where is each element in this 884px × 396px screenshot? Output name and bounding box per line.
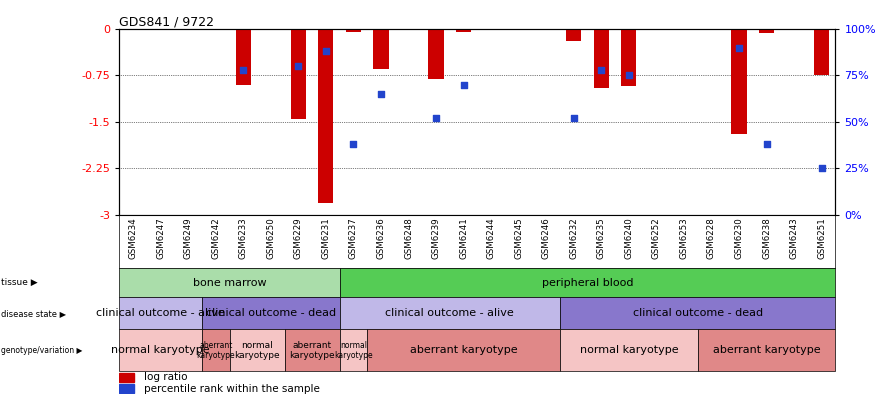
Bar [560,297,835,329]
Text: clinical outcome - alive: clinical outcome - alive [96,308,225,318]
Text: clinical outcome - alive: clinical outcome - alive [385,308,514,318]
Text: GSM6251: GSM6251 [817,218,827,259]
Bar [731,29,747,134]
Text: GSM6242: GSM6242 [211,218,220,259]
Bar [339,329,367,371]
Text: GSM6229: GSM6229 [293,218,303,259]
Text: GSM6252: GSM6252 [652,218,661,259]
Bar [759,29,774,33]
Text: genotype/variation ▶: genotype/variation ▶ [1,346,82,355]
Text: clinical outcome - dead: clinical outcome - dead [206,308,336,318]
Bar [621,29,636,86]
Text: normal karyotype: normal karyotype [580,345,678,355]
Text: GSM6232: GSM6232 [569,218,578,259]
Text: GSM6247: GSM6247 [156,218,165,259]
Point [621,72,636,78]
Text: GSM6237: GSM6237 [349,218,358,259]
Bar [339,268,835,297]
Bar [119,297,202,329]
Text: normal
karyotype: normal karyotype [234,341,280,360]
Bar [119,329,202,371]
Point [292,63,306,69]
Bar [367,329,560,371]
Text: GSM6230: GSM6230 [735,218,743,259]
Text: GSM6243: GSM6243 [789,218,798,259]
Point [814,165,828,171]
Bar [291,29,306,119]
Text: GSM6234: GSM6234 [128,218,138,259]
Text: GSM6246: GSM6246 [542,218,551,259]
Text: GSM6253: GSM6253 [680,218,689,259]
Point [594,67,608,73]
Point [759,141,774,147]
Text: normal karyotype: normal karyotype [111,345,210,355]
Bar [285,329,339,371]
Bar [339,297,560,329]
Bar [202,329,230,371]
Point [319,48,333,54]
Point [429,115,443,122]
Text: aberrant karyotype: aberrant karyotype [410,345,517,355]
Text: aberrant
karyotype: aberrant karyotype [289,341,335,360]
Text: GSM6250: GSM6250 [266,218,275,259]
Point [732,44,746,51]
Text: clinical outcome - dead: clinical outcome - dead [633,308,763,318]
Text: GSM6249: GSM6249 [184,218,193,259]
Bar [429,29,444,78]
Text: percentile rank within the sample: percentile rank within the sample [144,383,320,394]
Bar [560,329,697,371]
Bar [814,29,829,75]
Point [567,115,581,122]
Bar [566,29,582,41]
Bar [202,297,339,329]
Text: peripheral blood: peripheral blood [542,278,633,288]
Text: GSM6241: GSM6241 [459,218,469,259]
Text: bone marrow: bone marrow [193,278,266,288]
Bar [594,29,609,88]
Text: GSM6236: GSM6236 [377,218,385,259]
Text: GSM6231: GSM6231 [322,218,331,259]
Text: GSM6228: GSM6228 [707,218,716,259]
Point [374,91,388,97]
Text: GSM6245: GSM6245 [514,218,523,259]
Text: GSM6248: GSM6248 [404,218,413,259]
Text: normal
karyotype: normal karyotype [334,341,373,360]
Text: GSM6238: GSM6238 [762,218,771,259]
Point [456,82,470,88]
Bar [373,29,389,69]
Bar [456,29,471,32]
Bar [697,329,835,371]
Text: GSM6244: GSM6244 [486,218,496,259]
Text: GDS841 / 9722: GDS841 / 9722 [119,16,214,29]
Text: aberrant karyotype: aberrant karyotype [713,345,820,355]
Bar [236,29,251,85]
Point [236,67,250,73]
Bar [230,329,285,371]
Text: disease state ▶: disease state ▶ [1,309,66,318]
Bar [119,373,133,382]
Text: GSM6240: GSM6240 [624,218,633,259]
Point [347,141,361,147]
Text: aberrant
karyotype: aberrant karyotype [196,341,235,360]
Bar [318,29,333,203]
Bar [346,29,361,32]
Text: tissue ▶: tissue ▶ [1,278,37,287]
Bar [119,268,339,297]
Text: log ratio: log ratio [144,373,188,383]
Bar [119,384,133,393]
Text: GSM6235: GSM6235 [597,218,606,259]
Text: GSM6233: GSM6233 [239,218,248,259]
Text: GSM6239: GSM6239 [431,218,440,259]
